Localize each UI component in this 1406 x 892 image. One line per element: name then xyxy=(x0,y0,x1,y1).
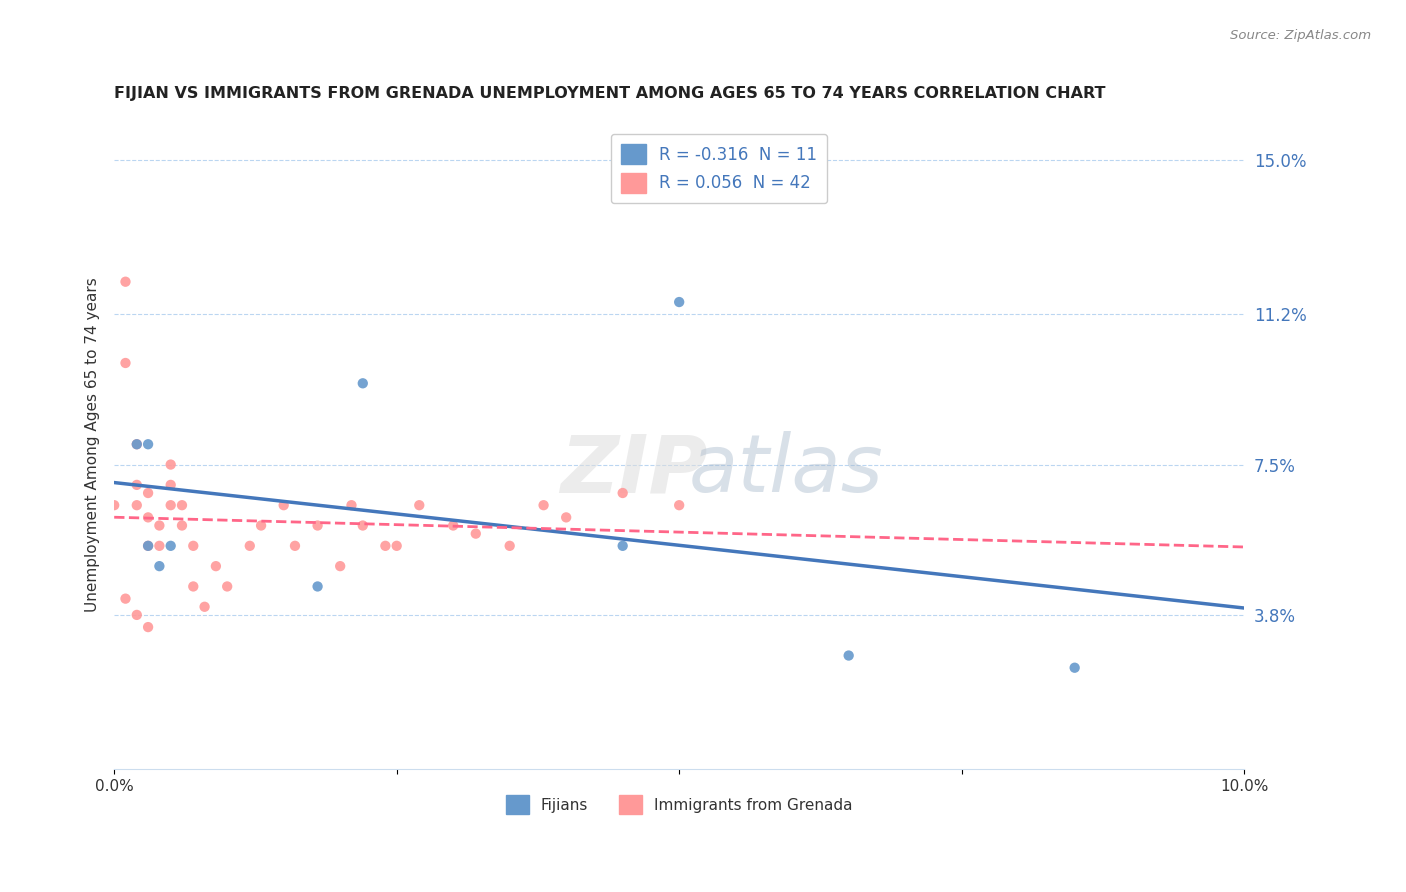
Point xyxy=(273,498,295,512)
Point xyxy=(838,648,860,663)
Point xyxy=(239,539,262,553)
Point xyxy=(1063,661,1085,675)
Y-axis label: Unemployment Among Ages 65 to 74 years: Unemployment Among Ages 65 to 74 years xyxy=(86,277,100,612)
Point xyxy=(170,498,193,512)
Point xyxy=(114,275,136,289)
Point xyxy=(340,498,363,512)
Point xyxy=(612,539,634,553)
Point xyxy=(533,498,555,512)
Point xyxy=(385,539,408,553)
Point xyxy=(194,599,217,614)
Point xyxy=(148,518,170,533)
Point xyxy=(205,559,228,574)
Point xyxy=(250,518,273,533)
Point xyxy=(170,518,193,533)
Point xyxy=(181,539,204,553)
Point xyxy=(136,437,159,451)
Point xyxy=(114,591,136,606)
Point xyxy=(103,498,125,512)
Point xyxy=(374,539,396,553)
Point xyxy=(217,579,239,593)
Point xyxy=(148,559,170,574)
Point xyxy=(125,437,148,451)
Point xyxy=(668,498,690,512)
Point xyxy=(136,620,159,634)
Point xyxy=(499,539,522,553)
Point xyxy=(159,498,181,512)
Point xyxy=(329,559,352,574)
Point xyxy=(136,539,159,553)
Point xyxy=(464,526,486,541)
Point xyxy=(125,607,148,622)
Text: FIJIAN VS IMMIGRANTS FROM GRENADA UNEMPLOYMENT AMONG AGES 65 TO 74 YEARS CORRELA: FIJIAN VS IMMIGRANTS FROM GRENADA UNEMPL… xyxy=(114,87,1105,102)
Point xyxy=(114,356,136,370)
Point xyxy=(352,518,374,533)
Point xyxy=(148,539,170,553)
Point xyxy=(307,518,329,533)
Point xyxy=(612,486,634,500)
Point xyxy=(125,437,148,451)
Point xyxy=(136,486,159,500)
Point xyxy=(125,478,148,492)
Point xyxy=(284,539,307,553)
Legend: Fijians, Immigrants from Grenada: Fijians, Immigrants from Grenada xyxy=(499,789,859,820)
Point xyxy=(159,478,181,492)
Point xyxy=(441,518,464,533)
Point xyxy=(136,510,159,524)
Text: Source: ZipAtlas.com: Source: ZipAtlas.com xyxy=(1230,29,1371,42)
Point xyxy=(408,498,430,512)
Text: ZIP: ZIP xyxy=(561,431,707,509)
Point xyxy=(159,458,181,472)
Point xyxy=(352,376,374,391)
Text: atlas: atlas xyxy=(689,431,884,509)
Point xyxy=(181,579,204,593)
Point xyxy=(159,539,181,553)
Point xyxy=(125,498,148,512)
Point xyxy=(668,295,690,310)
Point xyxy=(555,510,578,524)
Point xyxy=(136,539,159,553)
Point xyxy=(307,579,329,593)
